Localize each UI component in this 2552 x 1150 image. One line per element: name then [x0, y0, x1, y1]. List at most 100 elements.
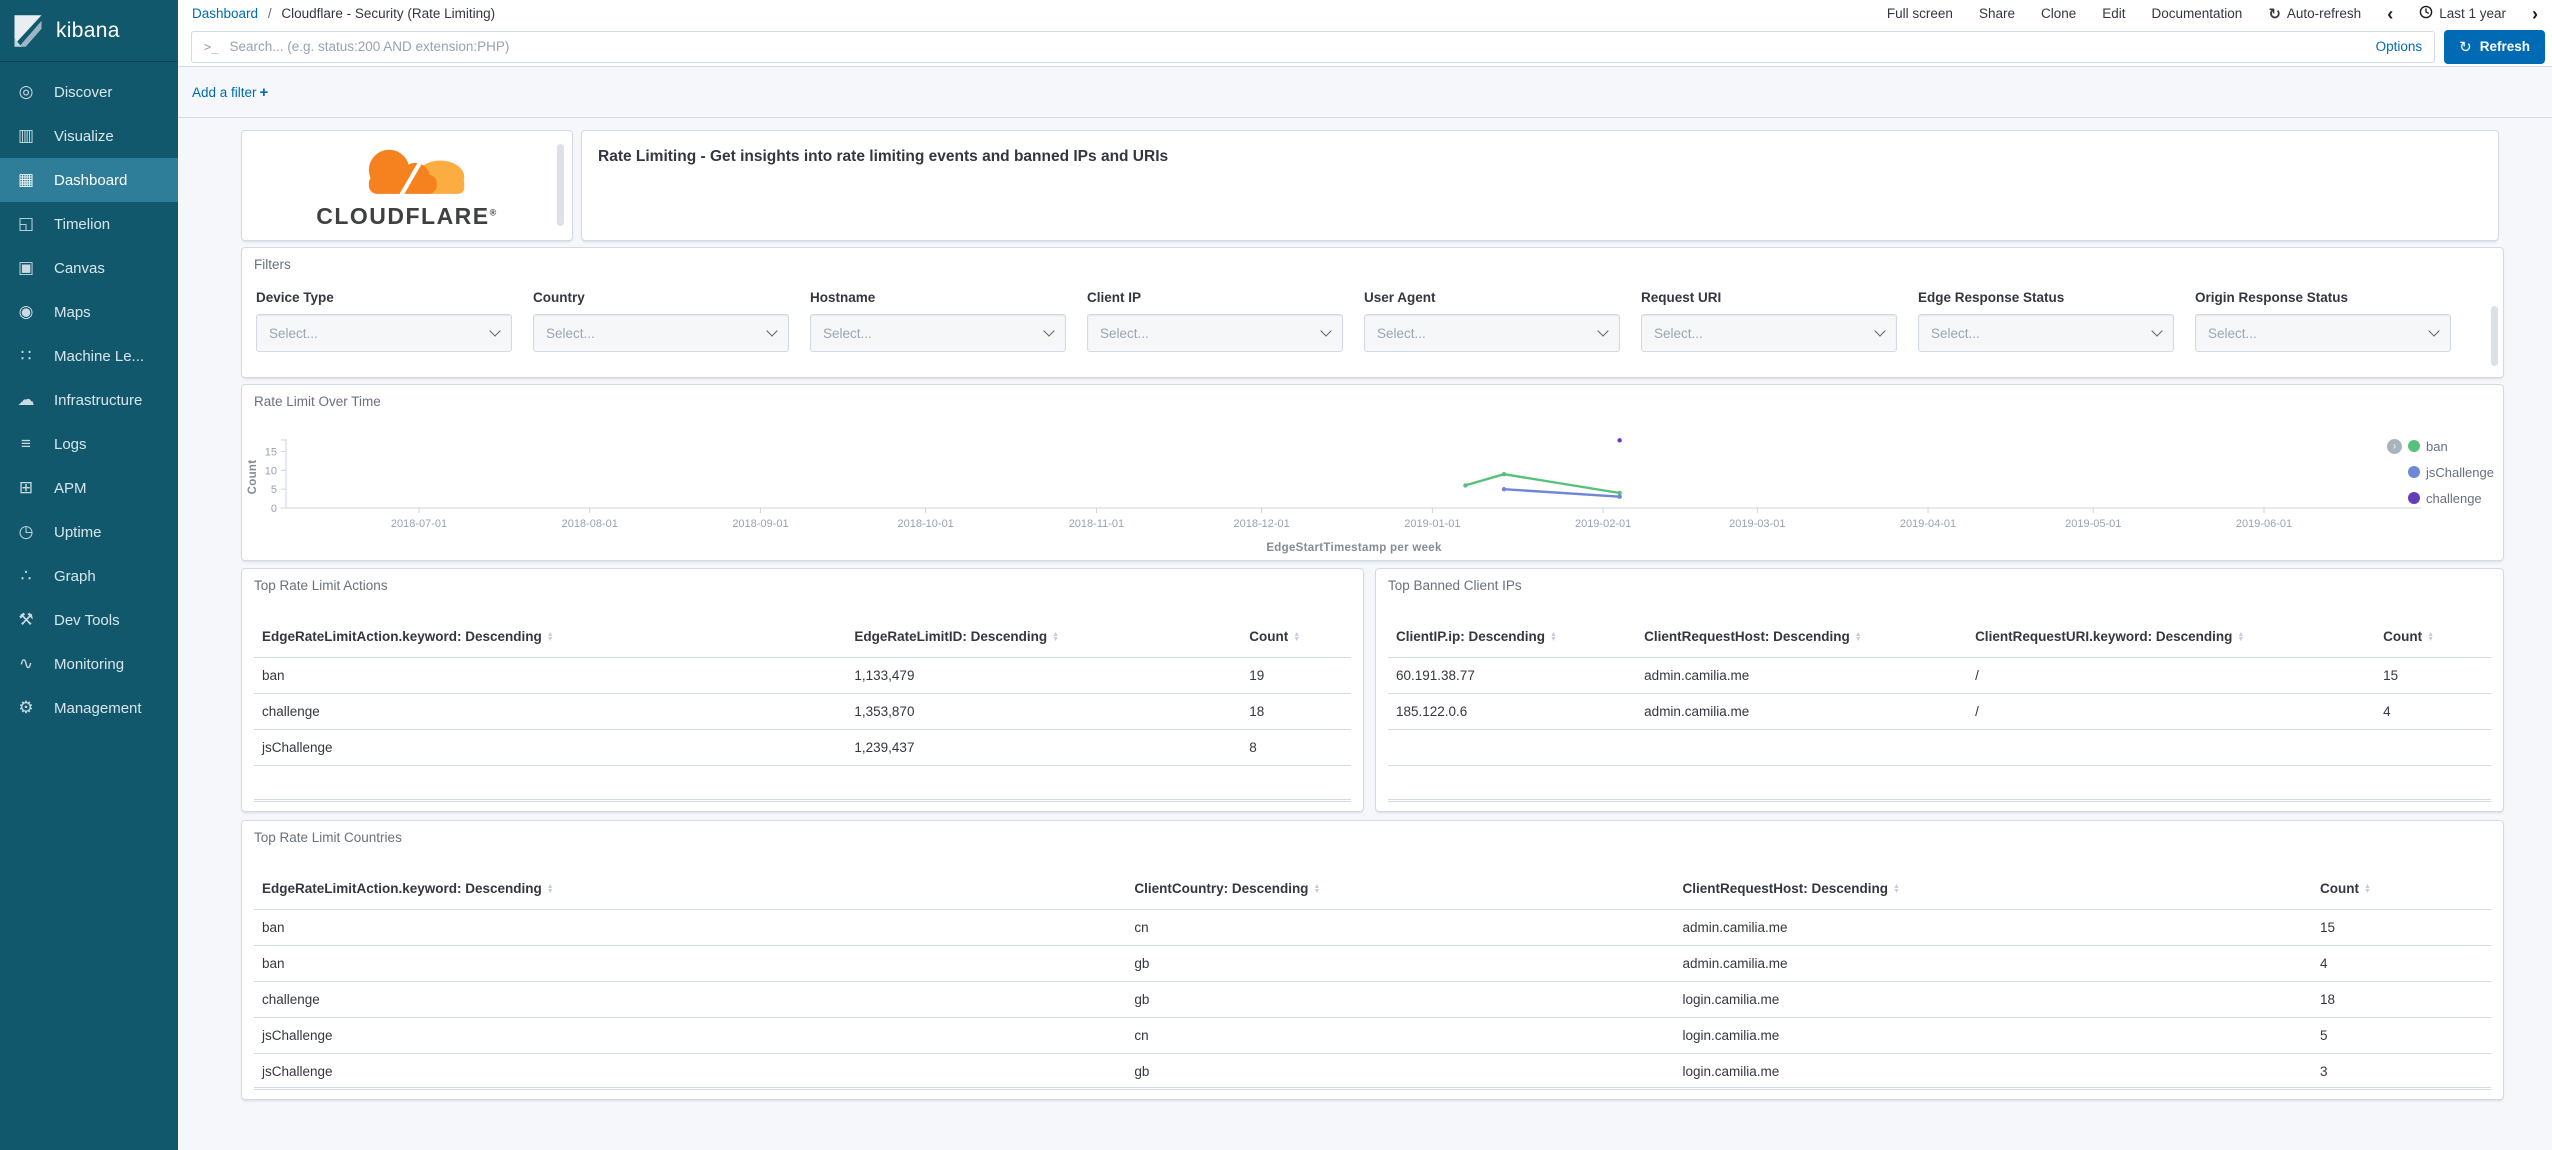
device-type-select[interactable]: Select...: [256, 314, 512, 352]
sidebar-item-maps[interactable]: ◉ Maps: [0, 290, 178, 334]
menu-clone[interactable]: Clone: [2040, 6, 2077, 21]
table-row[interactable]: challenge gb login.camilia.me 18: [254, 981, 2491, 1018]
sort-icon[interactable]: ▲ ▼: [2427, 631, 2435, 644]
table-cell: 1,353,870: [846, 693, 1242, 730]
column-header-clientrequesthost-descending[interactable]: ClientRequestHost: Descending ▲ ▼: [1674, 869, 2313, 910]
sort-icon[interactable]: ▲ ▼: [1052, 631, 1060, 644]
table-row[interactable]: challenge 1,353,870 18: [254, 693, 1351, 730]
sidebar-item-graph[interactable]: ∴ Graph: [0, 554, 178, 598]
table-row[interactable]: 185.122.0.6 admin.camilia.me/4: [1388, 693, 2491, 730]
cloudflare-cloud-icon: [368, 149, 465, 197]
time-range-picker[interactable]: Last 1 year: [2419, 5, 2506, 22]
sidebar-item-timelion[interactable]: ◱ Timelion: [0, 202, 178, 246]
search-input[interactable]: >_ Search... (e.g. status:200 AND extens…: [191, 30, 2436, 63]
breadcrumb-dashboard-link[interactable]: Dashboard: [192, 6, 259, 21]
rate-limit-chart[interactable]: 0 5 10 15 2018-07-01 2018-08-01 2018-09-01 2018…: [242, 385, 2505, 562]
user-agent-select[interactable]: Select...: [1364, 314, 1620, 352]
sort-icon[interactable]: ▲ ▼: [1550, 631, 1557, 644]
legend-label-ban[interactable]: ban: [2426, 438, 2448, 454]
sort-icon[interactable]: ▲ ▼: [1893, 883, 1900, 896]
query-options-link[interactable]: Options: [2375, 39, 2423, 54]
chevron-down-icon: [1597, 325, 1609, 337]
chevron-down-icon: [2428, 325, 2440, 337]
table-row[interactable]: jsChallenge gb login.camilia.me 3: [254, 1053, 2491, 1090]
column-header-clientcountry-descending[interactable]: ClientCountry: Descending ▲ ▼: [1126, 869, 1675, 910]
table-cell: gb: [1126, 945, 1675, 982]
column-header-clientip-ip-descending[interactable]: ClientIP.ip: Descending ▲ ▼: [1388, 617, 1637, 658]
table-cell: 19: [1241, 657, 1351, 694]
logo-panel-scrollbar[interactable]: [557, 144, 564, 226]
table-scrollbar[interactable]: [254, 1087, 2491, 1088]
menu-share[interactable]: Share: [1978, 6, 2015, 21]
legend-color-dot: [2408, 466, 2420, 478]
sidebar-item-logs[interactable]: ≡ Logs: [0, 422, 178, 466]
table-cell: 18: [1241, 693, 1351, 730]
table-cell: admin.camilia.me: [1674, 909, 2313, 946]
column-header-clientrequesturi-keyword-descending[interactable]: ClientRequestURI.keyword: Descending ▲ ▼: [1967, 617, 2376, 658]
refresh-button[interactable]: ↻ Refresh: [2444, 29, 2545, 64]
origin-response-status-select[interactable]: Select...: [2195, 314, 2451, 352]
column-header-edgeratelimitaction-keyword-descending[interactable]: EdgeRateLimitAction.keyword: Descending ▲…: [254, 869, 1127, 910]
table-row[interactable]: jsChallenge 1,239,437 8: [254, 729, 1351, 766]
column-header-count[interactable]: Count ▲ ▼: [1241, 617, 1351, 658]
filters-panel-scrollbar[interactable]: [2491, 306, 2498, 366]
table-row[interactable]: ban 1,133,479 19: [254, 657, 1351, 694]
table-cell: 3: [2312, 1053, 2491, 1090]
column-header-edgeratelimitid-descending[interactable]: EdgeRateLimitID: Descending ▲ ▼: [846, 617, 1242, 658]
table-row[interactable]: jsChallenge cn login.camilia.me 5: [254, 1017, 2491, 1054]
table-scrollbar[interactable]: [254, 799, 1351, 800]
canvas-frame-icon: ▣: [17, 258, 35, 277]
sort-icon[interactable]: ▲ ▼: [2364, 883, 2371, 896]
sort-icon[interactable]: ▲ ▼: [546, 631, 554, 644]
column-header-count[interactable]: Count ▲ ▼: [2312, 869, 2491, 910]
menu-edit[interactable]: Edit: [2102, 6, 2126, 21]
filter-label: Edge Response Status: [1918, 290, 2065, 305]
sidebar-item-infrastructure[interactable]: ☁ Infrastructure: [0, 378, 178, 422]
client-ip-select[interactable]: Select...: [1087, 314, 1343, 352]
sort-icon[interactable]: ▲ ▼: [546, 883, 554, 896]
sidebar-item-dashboard[interactable]: ▦ Dashboard: [0, 158, 178, 202]
hostname-select[interactable]: Select...: [810, 314, 1066, 352]
table-row[interactable]: 60.191.38.77 admin.camilia.me/15: [1388, 657, 2491, 694]
column-header-clientrequesthost-descending[interactable]: ClientRequestHost: Descending ▲ ▼: [1636, 617, 1968, 658]
sort-icon[interactable]: ▲ ▼: [1313, 883, 1321, 896]
kibana-logo[interactable]: kibana: [0, 0, 178, 62]
legend-label-jschallenge[interactable]: jsChallenge: [2426, 464, 2494, 480]
filter-field-user-agent: User Agent Select...: [1364, 282, 1620, 352]
column-header-count[interactable]: Count ▲ ▼: [2375, 617, 2491, 658]
sidebar-item-monitoring[interactable]: ∿ Monitoring: [0, 642, 178, 686]
sort-icon[interactable]: ▲ ▼: [1854, 631, 1862, 644]
country-select[interactable]: Select...: [533, 314, 789, 352]
sort-icon[interactable]: ▲ ▼: [1293, 631, 1301, 644]
add-filter-link[interactable]: Add a filter +: [192, 84, 268, 101]
sidebar-item-discover[interactable]: ◎ Discover: [0, 70, 178, 114]
legend-label-challenge[interactable]: challenge: [2426, 490, 2482, 506]
x-tick-label: 2018-11-01: [1069, 518, 1124, 530]
menu-full-screen[interactable]: Full screen: [1886, 6, 1953, 21]
table-row[interactable]: ban gb admin.camilia.me 4: [254, 945, 2491, 982]
sidebar-item-canvas[interactable]: ▣ Canvas: [0, 246, 178, 290]
sort-icon[interactable]: ▲ ▼: [2237, 631, 2245, 644]
menu-documentation[interactable]: Documentation: [2151, 6, 2243, 21]
sidebar-item-uptime[interactable]: ◷ Uptime: [0, 510, 178, 554]
table-cell: 18: [2312, 981, 2491, 1018]
table-scrollbar[interactable]: [1388, 799, 2491, 800]
table-row[interactable]: ban cn admin.camilia.me 15: [254, 909, 2491, 946]
sidebar-item-management[interactable]: ⚙ Management: [0, 686, 178, 730]
time-back-button[interactable]: ‹: [2387, 3, 2394, 24]
request-uri-select[interactable]: Select...: [1641, 314, 1897, 352]
sidebar-item-machine-le[interactable]: ∷ Machine Le...: [0, 334, 178, 378]
sidebar-item-apm[interactable]: ⊞ APM: [0, 466, 178, 510]
table-cell: login.camilia.me: [1674, 1017, 2313, 1054]
legend-toggle-icon[interactable]: ›: [2387, 438, 2402, 454]
table-cell: ban: [254, 657, 847, 694]
sidebar-item-dev-tools[interactable]: ⚒ Dev Tools: [0, 598, 178, 642]
auto-refresh-button[interactable]: ↻ Auto-refresh: [2268, 5, 2361, 23]
edge-response-status-select[interactable]: Select...: [1918, 314, 2174, 352]
sidebar-item-label: Logs: [54, 435, 87, 453]
data-point-jschallenge: [1501, 487, 1507, 492]
column-header-edgeratelimitaction-keyword-descending[interactable]: EdgeRateLimitAction.keyword: Descending ▲…: [254, 617, 847, 658]
x-tick-label: 2018-09-01: [732, 518, 788, 530]
sidebar-item-visualize[interactable]: ▥ Visualize: [0, 114, 178, 158]
time-forward-button[interactable]: ›: [2532, 3, 2538, 24]
